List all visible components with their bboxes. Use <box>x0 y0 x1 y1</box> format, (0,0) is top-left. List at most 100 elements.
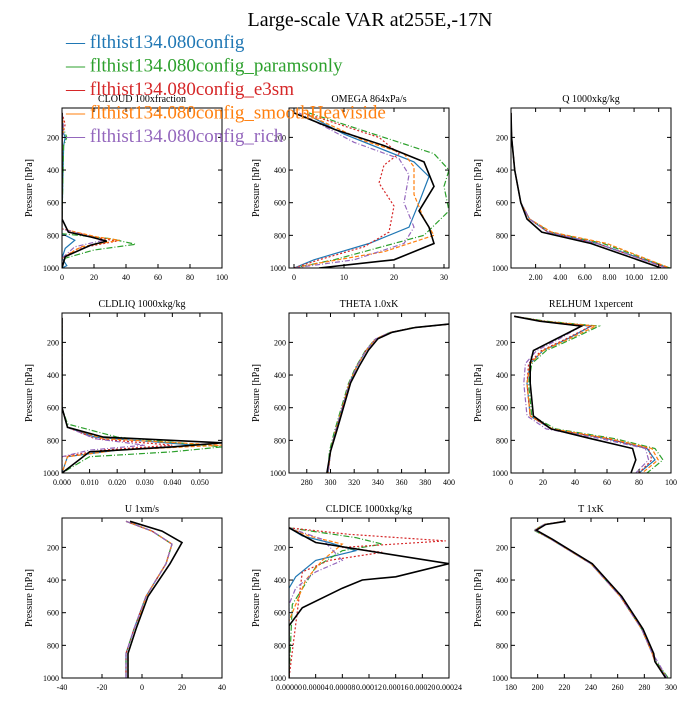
legend-item: — flthist134.080config_e3sm <box>65 79 294 100</box>
series-line-3 <box>511 112 671 268</box>
x-tick-label: 360 <box>396 478 408 487</box>
series-line-0 <box>289 527 358 678</box>
series-line-5 <box>293 112 435 268</box>
y-tick-label: 200 <box>47 133 59 142</box>
figure-title: Large-scale VAR at255E,-17N <box>248 9 493 31</box>
legend-item: — flthist134.080config <box>65 32 245 53</box>
x-tick-label: 0.010 <box>81 478 99 487</box>
series-line-1 <box>293 112 449 268</box>
y-tick-label: 200 <box>274 338 286 347</box>
x-tick-label: 10 <box>340 273 348 282</box>
panel-frame <box>288 517 450 679</box>
panel-frame <box>61 517 223 679</box>
y-axis-label: Pressure [hPa] <box>24 159 35 217</box>
series-line-5 <box>289 527 449 678</box>
y-axis-label: Pressure [hPa] <box>24 569 35 627</box>
x-tick-label: 0.040 <box>163 478 181 487</box>
series-line-0 <box>533 520 668 678</box>
panel-frame <box>510 312 672 474</box>
y-tick-label: 600 <box>496 404 508 413</box>
x-tick-label: 0 <box>509 478 513 487</box>
x-tick-label: 0.000 <box>53 478 71 487</box>
series-line-1 <box>62 112 136 268</box>
series-line-4 <box>125 520 173 678</box>
panel-title: RELHUM 1xpercent <box>549 299 633 310</box>
y-axis-label: Pressure [hPa] <box>251 159 262 217</box>
x-tick-label: 40 <box>122 273 130 282</box>
y-tick-label: 800 <box>47 436 59 445</box>
x-tick-label: 2.00 <box>529 273 543 282</box>
x-tick-label: 12.00 <box>650 273 668 282</box>
x-tick-label: 0.020 <box>108 478 126 487</box>
x-tick-label: 30 <box>440 273 448 282</box>
series-line-1 <box>289 527 383 678</box>
panel-frame <box>61 107 223 269</box>
series-line-3 <box>125 520 173 678</box>
series-line-0 <box>125 520 173 678</box>
y-axis-label: Pressure [hPa] <box>473 159 484 217</box>
x-tick-label: 20 <box>90 273 98 282</box>
x-tick-label: 4.00 <box>553 273 567 282</box>
series-group <box>125 520 184 678</box>
x-tick-label: 280 <box>301 478 313 487</box>
y-tick-label: 600 <box>47 199 59 208</box>
panel-title: U 1xm/s <box>125 504 159 515</box>
x-tick-label: 40 <box>218 683 226 692</box>
x-tick-label: 0.00000 <box>276 683 302 692</box>
series-line-2 <box>533 520 668 678</box>
series-line-2 <box>511 112 668 268</box>
x-tick-label: 0.00004 <box>303 683 329 692</box>
x-tick-label: 20 <box>178 683 186 692</box>
y-tick-label: 1000 <box>43 264 59 273</box>
y-axis-label: Pressure [hPa] <box>251 364 262 422</box>
x-tick-label: 0 <box>60 273 64 282</box>
series-line-1 <box>532 520 669 678</box>
y-tick-label: 600 <box>496 609 508 618</box>
legend-item: — flthist134.080config_paramsonly <box>65 56 343 77</box>
series-line-1 <box>514 315 664 473</box>
y-tick-label: 200 <box>496 338 508 347</box>
series-group <box>514 315 664 473</box>
x-tick-label: 60 <box>603 478 611 487</box>
y-axis-label: Pressure [hPa] <box>251 569 262 627</box>
x-tick-label: 180 <box>505 683 517 692</box>
y-tick-label: 1000 <box>270 674 286 683</box>
panel: RELHUM 1xpercent 0 20 40 60 80 100 200 400 600 800… <box>473 299 677 487</box>
y-tick-label: 600 <box>47 404 59 413</box>
y-tick-label: 200 <box>496 543 508 552</box>
y-tick-label: 1000 <box>43 674 59 683</box>
y-axis-label: Pressure [hPa] <box>473 569 484 627</box>
x-tick-label: 80 <box>186 273 194 282</box>
panel-title: CLOUD 100xfraction <box>98 94 186 105</box>
x-tick-label: 0.030 <box>136 478 154 487</box>
series-group <box>532 520 669 678</box>
series-line-2 <box>514 315 653 473</box>
x-tick-label: 0.00020 <box>409 683 435 692</box>
series-group <box>293 112 449 268</box>
series-line-1 <box>511 112 671 268</box>
series-line-4 <box>533 520 668 678</box>
panel: T 1xK 180 200 220 240 260 280 300 200 400 600 800 10… <box>473 504 677 692</box>
series-line-2 <box>125 520 173 678</box>
panel-title: CLDLIQ 1000xkg/kg <box>99 299 186 310</box>
y-tick-label: 600 <box>496 199 508 208</box>
panel-title: THETA 1.0xK <box>340 299 399 310</box>
series-line-3 <box>289 527 344 678</box>
series-line-4 <box>289 527 344 678</box>
series-line-3 <box>514 315 659 473</box>
series-line-1 <box>62 317 222 473</box>
legend-item: — flthist134.080config_rich <box>65 126 284 147</box>
y-tick-label: 1000 <box>492 469 508 478</box>
series-line-3 <box>293 112 435 268</box>
x-tick-label: 380 <box>419 478 431 487</box>
y-tick-label: 800 <box>274 436 286 445</box>
panel-title: CLDICE 1000xkg/kg <box>326 504 412 515</box>
x-tick-label: 6.00 <box>578 273 592 282</box>
panel-frame <box>510 107 672 269</box>
series-line-4 <box>511 112 667 268</box>
series-line-4 <box>293 112 415 268</box>
y-tick-label: 1000 <box>270 264 286 273</box>
x-tick-label: 20 <box>390 273 398 282</box>
